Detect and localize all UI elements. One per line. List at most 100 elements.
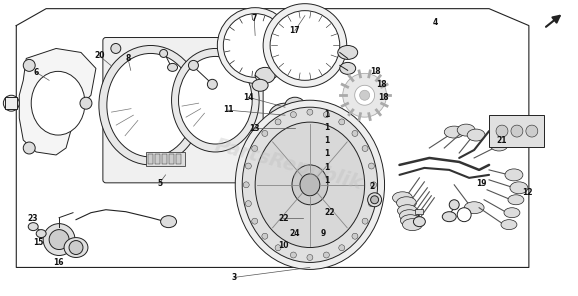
Ellipse shape — [324, 252, 329, 258]
Ellipse shape — [252, 218, 258, 224]
Text: 5: 5 — [157, 179, 162, 188]
Text: 14: 14 — [243, 94, 254, 102]
Ellipse shape — [262, 233, 268, 239]
Ellipse shape — [490, 139, 508, 151]
Text: 15: 15 — [34, 238, 44, 247]
Text: 17: 17 — [290, 26, 300, 35]
Ellipse shape — [23, 59, 35, 71]
Ellipse shape — [457, 208, 471, 222]
Bar — [5, 97, 17, 109]
Ellipse shape — [290, 112, 297, 118]
Text: 4: 4 — [433, 18, 438, 27]
Ellipse shape — [370, 182, 377, 188]
Bar — [169, 154, 173, 164]
Ellipse shape — [69, 241, 83, 255]
Ellipse shape — [247, 44, 257, 54]
Ellipse shape — [449, 200, 459, 210]
Text: PartsRepublik: PartsRepublik — [213, 136, 365, 194]
Ellipse shape — [217, 8, 293, 83]
FancyBboxPatch shape — [103, 38, 263, 183]
Ellipse shape — [370, 196, 379, 204]
Ellipse shape — [292, 165, 328, 205]
Ellipse shape — [457, 124, 475, 136]
Text: 22: 22 — [278, 214, 288, 223]
Bar — [162, 154, 166, 164]
Ellipse shape — [172, 49, 259, 152]
Text: 19: 19 — [476, 179, 487, 188]
Text: 10: 10 — [278, 241, 288, 250]
Ellipse shape — [355, 85, 375, 105]
Ellipse shape — [111, 44, 121, 54]
Ellipse shape — [397, 197, 416, 209]
Text: 1: 1 — [324, 176, 329, 185]
Ellipse shape — [43, 224, 75, 255]
Ellipse shape — [255, 67, 275, 83]
Bar — [155, 154, 160, 164]
Ellipse shape — [286, 120, 310, 140]
Ellipse shape — [307, 255, 313, 260]
Ellipse shape — [399, 210, 420, 222]
Ellipse shape — [285, 97, 305, 113]
Text: 7: 7 — [252, 14, 257, 23]
Text: 21: 21 — [497, 136, 507, 145]
Ellipse shape — [362, 218, 368, 224]
Text: 23: 23 — [28, 214, 38, 223]
Ellipse shape — [275, 119, 281, 125]
Ellipse shape — [275, 245, 281, 251]
Bar — [176, 154, 180, 164]
Ellipse shape — [368, 163, 375, 169]
Ellipse shape — [31, 71, 85, 135]
Ellipse shape — [188, 60, 198, 70]
Ellipse shape — [339, 119, 344, 125]
Ellipse shape — [28, 223, 38, 231]
Ellipse shape — [223, 14, 287, 77]
Ellipse shape — [338, 46, 358, 59]
Ellipse shape — [242, 107, 377, 263]
Text: 18: 18 — [376, 80, 386, 89]
Ellipse shape — [23, 142, 35, 154]
Ellipse shape — [362, 146, 368, 152]
Ellipse shape — [511, 125, 523, 137]
Ellipse shape — [300, 174, 320, 196]
Text: 3: 3 — [232, 273, 237, 282]
Ellipse shape — [352, 233, 358, 239]
Text: 1: 1 — [324, 110, 329, 119]
Ellipse shape — [467, 129, 485, 141]
Text: 6: 6 — [34, 68, 39, 77]
Ellipse shape — [504, 208, 520, 218]
Ellipse shape — [401, 215, 420, 227]
Ellipse shape — [262, 131, 268, 136]
Ellipse shape — [263, 4, 347, 87]
Text: 13: 13 — [249, 124, 260, 133]
Text: 9: 9 — [321, 229, 326, 238]
Ellipse shape — [307, 109, 313, 115]
Ellipse shape — [339, 245, 344, 251]
Ellipse shape — [80, 97, 92, 109]
Ellipse shape — [246, 201, 251, 207]
Ellipse shape — [275, 107, 295, 123]
Ellipse shape — [442, 212, 456, 222]
Ellipse shape — [243, 182, 249, 188]
Text: 1: 1 — [324, 149, 329, 158]
Ellipse shape — [270, 11, 340, 80]
Ellipse shape — [168, 63, 177, 71]
Ellipse shape — [402, 219, 423, 231]
Ellipse shape — [208, 79, 217, 89]
Ellipse shape — [508, 195, 524, 205]
Ellipse shape — [36, 230, 46, 238]
Ellipse shape — [161, 216, 176, 228]
Text: 18: 18 — [379, 94, 389, 102]
Text: 24: 24 — [290, 229, 300, 238]
Ellipse shape — [252, 146, 258, 152]
Text: 12: 12 — [523, 188, 533, 197]
Ellipse shape — [99, 46, 202, 165]
Ellipse shape — [235, 100, 384, 269]
Ellipse shape — [3, 95, 19, 111]
Text: 16: 16 — [54, 258, 64, 267]
Bar — [147, 154, 153, 164]
Ellipse shape — [324, 112, 329, 118]
Ellipse shape — [160, 49, 168, 57]
Text: 1: 1 — [324, 123, 329, 132]
Ellipse shape — [360, 90, 369, 100]
Ellipse shape — [49, 230, 69, 250]
